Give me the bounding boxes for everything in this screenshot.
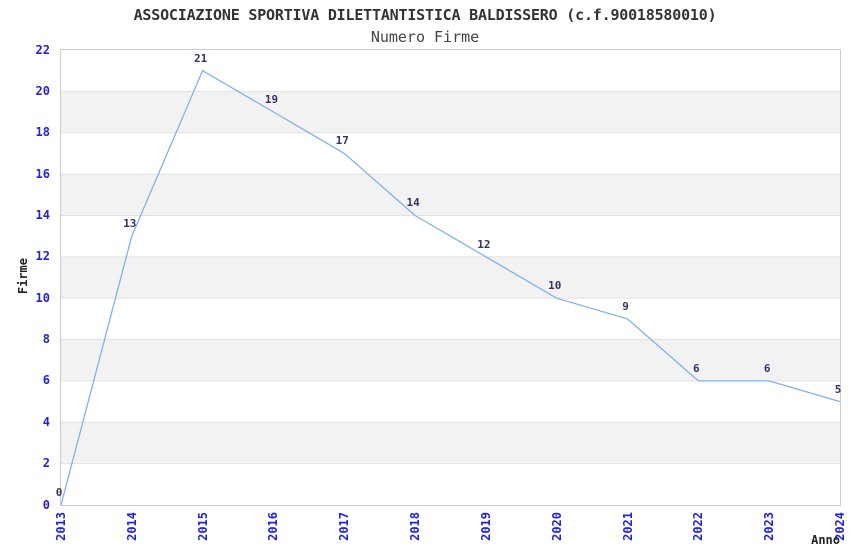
x-tick-label: 2019	[478, 512, 493, 541]
chart-title: ASSOCIAZIONE SPORTIVA DILETTANTISTICA BA…	[133, 6, 717, 24]
plot-band	[61, 380, 840, 423]
y-tick-label: 12	[35, 249, 50, 264]
plot-band	[61, 174, 840, 216]
data-label: 13	[123, 217, 137, 231]
y-tick-label: 18	[35, 125, 50, 140]
x-tick-label: 2016	[266, 512, 281, 541]
data-label: 6	[693, 361, 700, 375]
y-tick-label: 0	[42, 497, 50, 512]
data-label: 5	[834, 382, 842, 396]
data-label: 10	[548, 279, 562, 293]
x-tick-label: 2023	[762, 512, 777, 541]
x-tick-label: 2018	[408, 512, 423, 541]
y-tick-label: 8	[42, 332, 50, 347]
chart-subtitle: Numero Firme	[370, 28, 480, 46]
y-tick-label: 4	[42, 414, 50, 429]
y-tick-label: 10	[35, 290, 50, 305]
plot-band	[61, 463, 840, 505]
plot-band	[61, 256, 840, 299]
data-label: 6	[763, 361, 771, 375]
data-label: 0	[55, 486, 63, 499]
x-tick-label: 2021	[620, 512, 635, 541]
y-tick-label: 20	[35, 83, 50, 98]
x-tick-label: 2015	[195, 512, 210, 541]
data-label: 17	[335, 134, 349, 148]
plot-band	[61, 50, 840, 92]
x-tick-label: 2017	[337, 512, 352, 541]
plot-band	[61, 91, 840, 133]
data-label: 21	[194, 51, 208, 65]
plot-band	[61, 298, 840, 340]
plot-band	[61, 132, 840, 175]
plot-canvas	[60, 50, 841, 506]
plot-band	[61, 422, 840, 464]
data-label: 9	[622, 299, 629, 313]
x-tick-label: 2020	[549, 512, 564, 541]
data-label: 14	[406, 196, 420, 210]
y-axis-label: Firme	[16, 258, 30, 295]
y-tick-label: 16	[35, 166, 50, 181]
data-label: 19	[264, 93, 279, 107]
x-axis-label: Anno	[811, 533, 840, 547]
x-tick-label: 2022	[691, 512, 706, 541]
y-tick-label: 22	[35, 42, 50, 57]
y-tick-label: 2	[42, 456, 50, 471]
x-tick-label: 2014	[124, 512, 139, 541]
y-tick-label: 14	[35, 207, 50, 222]
y-tick-label: 6	[42, 373, 50, 388]
data-label: 12	[477, 237, 491, 251]
x-tick-label: 2013	[54, 512, 68, 541]
plot-area	[60, 49, 841, 506]
plot-band	[61, 339, 840, 381]
line-series	[60, 69, 841, 506]
